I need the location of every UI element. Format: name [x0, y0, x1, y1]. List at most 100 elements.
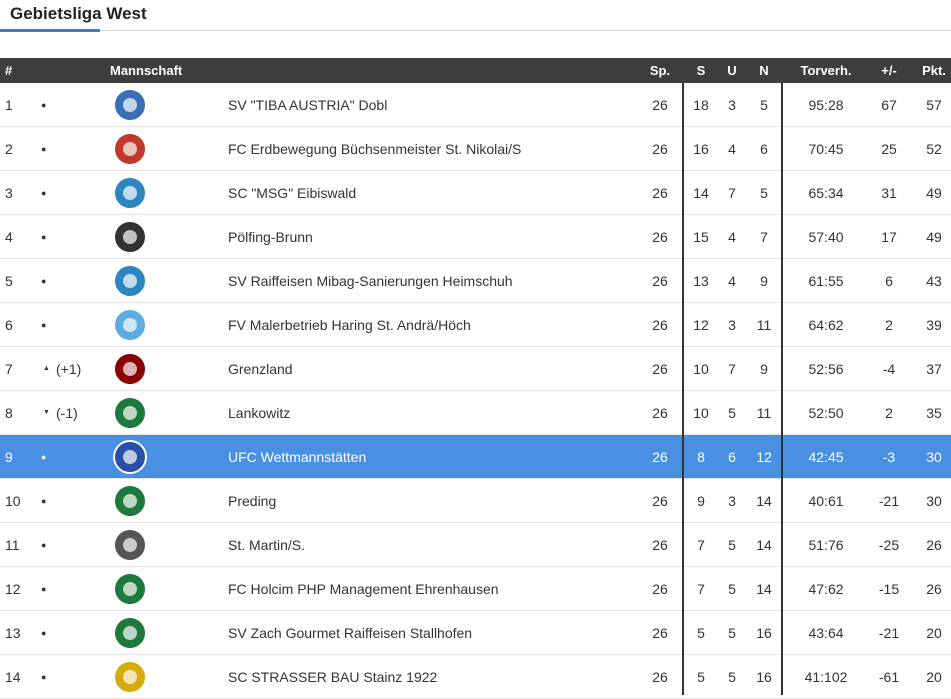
- stat-s: 13: [693, 273, 709, 289]
- stat-s: 8: [697, 449, 705, 465]
- stat-sp: 26: [652, 405, 668, 421]
- stat-goals: 51:76: [808, 537, 844, 553]
- stat-n: 14: [756, 537, 772, 553]
- stat-s: 9: [697, 493, 705, 509]
- team-name: Preding: [228, 493, 277, 509]
- team-logo: [113, 264, 147, 298]
- column-header: N: [759, 63, 769, 78]
- divider: [781, 83, 783, 695]
- stat-n: 11: [756, 317, 772, 333]
- stat-u: 5: [728, 625, 736, 641]
- tab-line: [0, 30, 951, 31]
- table-row: 14 ● SC STRASSER BAU Stainz 1922 26 5 5 16 41:1…: [0, 655, 951, 699]
- stat-u: 5: [728, 537, 736, 553]
- table-row: 7 ▲ (+1) Grenzland 26 10 7 9 52:56 -4 37: [0, 347, 951, 391]
- team-logo: [113, 308, 147, 342]
- stat-n: 9: [760, 273, 768, 289]
- table-row: 11 ● St. Martin/S. 26 7 5 14 51:76 -25 26: [0, 523, 951, 567]
- team-name: SC STRASSER BAU Stainz 1922: [228, 669, 438, 685]
- column-header: Torverh.: [800, 63, 852, 78]
- stat-diff: -4: [882, 361, 896, 377]
- table-header: # Mannschaft Sp. S U N Torverh. +/- Pkt.: [0, 58, 951, 83]
- stat-pts: 26: [926, 537, 942, 553]
- team-name: FV Malerbetrieb Haring St. Andrä/Höch: [228, 317, 471, 333]
- stat-goals: 43:64: [808, 625, 844, 641]
- stat-sp: 26: [652, 317, 668, 333]
- rank: 7: [5, 361, 13, 377]
- table-row: 4 ● Pölfing-Brunn 26 15 4 7 57:40 17 49: [0, 215, 951, 259]
- team-logo: [113, 440, 147, 474]
- stat-n: 12: [756, 449, 772, 465]
- column-header: #: [5, 63, 13, 78]
- stat-u: 3: [728, 317, 736, 333]
- stat-n: 14: [756, 581, 772, 597]
- stat-n: 9: [760, 361, 768, 377]
- team-name: SV Raiffeisen Mibag-Sanierungen Heimschu…: [228, 273, 513, 289]
- trend-icon: ●: [41, 540, 47, 550]
- table-row: 9 ● UFC Wettmannstätten 26 8 6 12 42:45 -3 30: [0, 435, 951, 479]
- stat-u: 5: [728, 405, 736, 421]
- stat-sp: 26: [652, 229, 668, 245]
- rank: 1: [5, 97, 13, 113]
- stat-pts: 20: [926, 625, 942, 641]
- stat-diff: 17: [881, 229, 897, 245]
- stat-s: 16: [693, 141, 709, 157]
- stat-diff: -21: [878, 625, 900, 641]
- team-name: St. Martin/S.: [228, 537, 306, 553]
- stat-s: 15: [693, 229, 709, 245]
- stat-sp: 26: [652, 361, 668, 377]
- trend-icon: ▼: [43, 409, 50, 416]
- team-name: Lankowitz: [228, 405, 291, 421]
- table-row: 12 ● FC Holcim PHP Management Ehrenhausen 2…: [0, 567, 951, 611]
- stat-goals: 40:61: [808, 493, 844, 509]
- rank: 6: [5, 317, 13, 333]
- team-name: UFC Wettmannstätten: [228, 449, 367, 465]
- stat-sp: 26: [652, 97, 668, 113]
- team-name: Grenzland: [228, 361, 293, 377]
- trend-icon: ●: [41, 144, 47, 154]
- stat-pts: 49: [926, 185, 942, 201]
- stat-n: 11: [756, 405, 772, 421]
- column-header: +/-: [881, 63, 897, 78]
- stat-sp: 26: [652, 273, 668, 289]
- trend-icon: ●: [41, 276, 47, 286]
- stat-u: 7: [728, 361, 736, 377]
- stat-u: 4: [728, 229, 736, 245]
- stat-goals: 57:40: [808, 229, 844, 245]
- stat-goals: 42:45: [808, 449, 844, 465]
- divider: [682, 83, 684, 695]
- stat-pts: 49: [926, 229, 942, 245]
- stat-u: 4: [728, 273, 736, 289]
- stat-diff: -61: [878, 669, 900, 685]
- team-name: SC "MSG" Eibiswald: [228, 185, 357, 201]
- stat-n: 16: [756, 669, 772, 685]
- team-logo: [113, 572, 147, 606]
- stat-u: 5: [728, 581, 736, 597]
- rank: 8: [5, 405, 13, 421]
- stat-sp: 26: [652, 185, 668, 201]
- stat-s: 10: [693, 361, 709, 377]
- rank: 2: [5, 141, 13, 157]
- column-header: S: [696, 63, 706, 78]
- stat-pts: 57: [926, 97, 942, 113]
- trend-icon: ●: [41, 232, 47, 242]
- stat-pts: 30: [926, 493, 942, 509]
- stat-diff: -25: [878, 537, 900, 553]
- stat-goals: 41:102: [804, 669, 848, 685]
- rank-change: (-1): [56, 405, 78, 421]
- table-row: 5 ● SV Raiffeisen Mibag-Sanierungen Heimsc…: [0, 259, 951, 303]
- trend-icon: ●: [41, 452, 47, 462]
- stat-u: 5: [728, 669, 736, 685]
- trend-icon: ●: [41, 320, 47, 330]
- table-row: 8 ▼ (-1) Lankowitz 26 10 5 11 52:50 2 35: [0, 391, 951, 435]
- column-header: Sp.: [649, 63, 671, 78]
- stat-diff: 2: [885, 317, 893, 333]
- stat-n: 16: [756, 625, 772, 641]
- stat-n: 14: [756, 493, 772, 509]
- stat-sp: 26: [652, 537, 668, 553]
- stat-n: 5: [760, 185, 768, 201]
- stat-pts: 43: [926, 273, 942, 289]
- stat-pts: 37: [926, 361, 942, 377]
- rank: 14: [5, 669, 21, 685]
